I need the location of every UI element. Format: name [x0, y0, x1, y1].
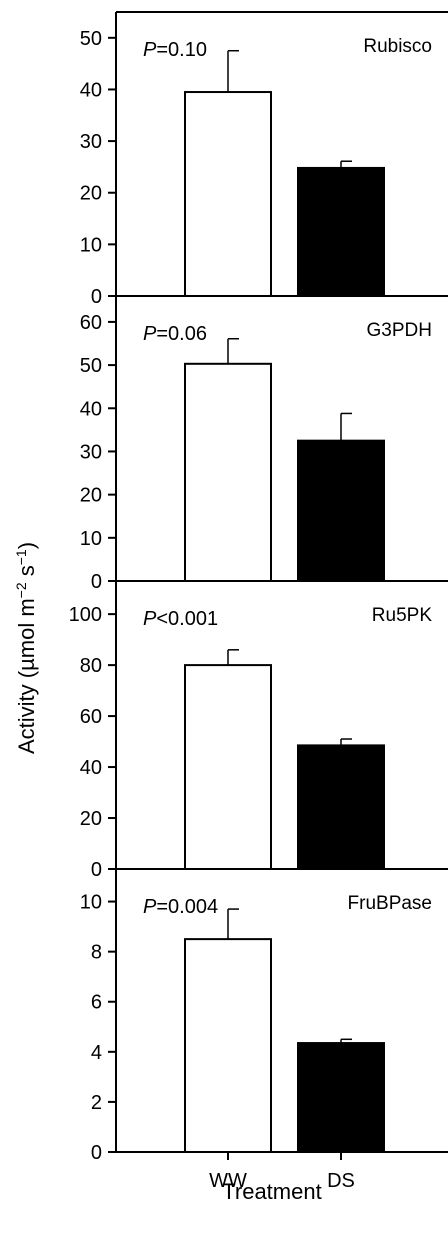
y-tick-label: 6	[91, 992, 102, 1014]
y-tick-label: 40	[80, 398, 102, 420]
bar-ww	[184, 938, 272, 1153]
x-tick-label-ww: WW	[209, 1170, 247, 1192]
y-axis-title: Activity (µmol m−2 s−1)	[13, 542, 39, 754]
enzyme-label: G3PDH	[367, 320, 432, 341]
y-tick-label: 50	[80, 28, 102, 50]
y-tick-label: 80	[80, 655, 102, 677]
y-tick-label: 10	[80, 234, 102, 256]
bar-ds	[297, 439, 385, 582]
y-tick-label: 0	[91, 859, 102, 881]
y-tick-label: 8	[91, 942, 102, 964]
panel-1: 0 10 20 30 40 50 60 P=0.06 G3PDH	[80, 295, 448, 593]
y-tick-label: 40	[80, 79, 102, 101]
y-tick-label: 10	[80, 528, 102, 550]
p-value-label: P=0.004	[143, 896, 218, 918]
y-tick-label: 0	[91, 571, 102, 593]
y-tick-label: 2	[91, 1092, 102, 1114]
y-tick-label: 20	[80, 485, 102, 507]
panel-3: 0 2 4 6 8 10 WW DS P=0.004 FruBPase	[80, 868, 448, 1192]
y-tick-label: 0	[91, 286, 102, 308]
p-value-label: P=0.06	[143, 323, 207, 345]
x-axis-title: Treatment	[222, 1179, 321, 1204]
y-tick-label: 60	[80, 312, 102, 334]
bar-ww	[184, 362, 272, 582]
y-tick-label: 30	[80, 441, 102, 463]
y-tick-label: 20	[80, 808, 102, 830]
p-value-label: P<0.001	[143, 608, 218, 630]
bar-ww	[184, 91, 272, 297]
y-tick-label: 50	[80, 355, 102, 377]
panel-0: 0 10 20 30 40 50 P=0.10 Rubisco	[80, 11, 448, 308]
y-tick-label: 0	[91, 1142, 102, 1164]
enzyme-label: FruBPase	[348, 893, 432, 914]
bar-ww	[184, 664, 272, 870]
y-tick-label: 10	[80, 892, 102, 914]
p-value-label: P=0.10	[143, 39, 207, 61]
y-tick-label: 40	[80, 757, 102, 779]
enzyme-label: Rubisco	[363, 36, 432, 57]
panel-2: 0 20 40 60 80 100 P<0.001 Ru5PK	[69, 580, 448, 881]
y-tick-label: 30	[80, 131, 102, 153]
enzyme-label: Ru5PK	[372, 605, 433, 626]
y-tick-label: 20	[80, 183, 102, 205]
bar-ds	[297, 744, 385, 871]
y-tick-label: 4	[91, 1042, 102, 1064]
bar-ds	[297, 166, 385, 297]
y-tick-label: 100	[69, 604, 102, 626]
x-tick-label-ds: DS	[327, 1170, 355, 1192]
bar-ds	[297, 1042, 385, 1153]
y-tick-label: 60	[80, 706, 102, 728]
